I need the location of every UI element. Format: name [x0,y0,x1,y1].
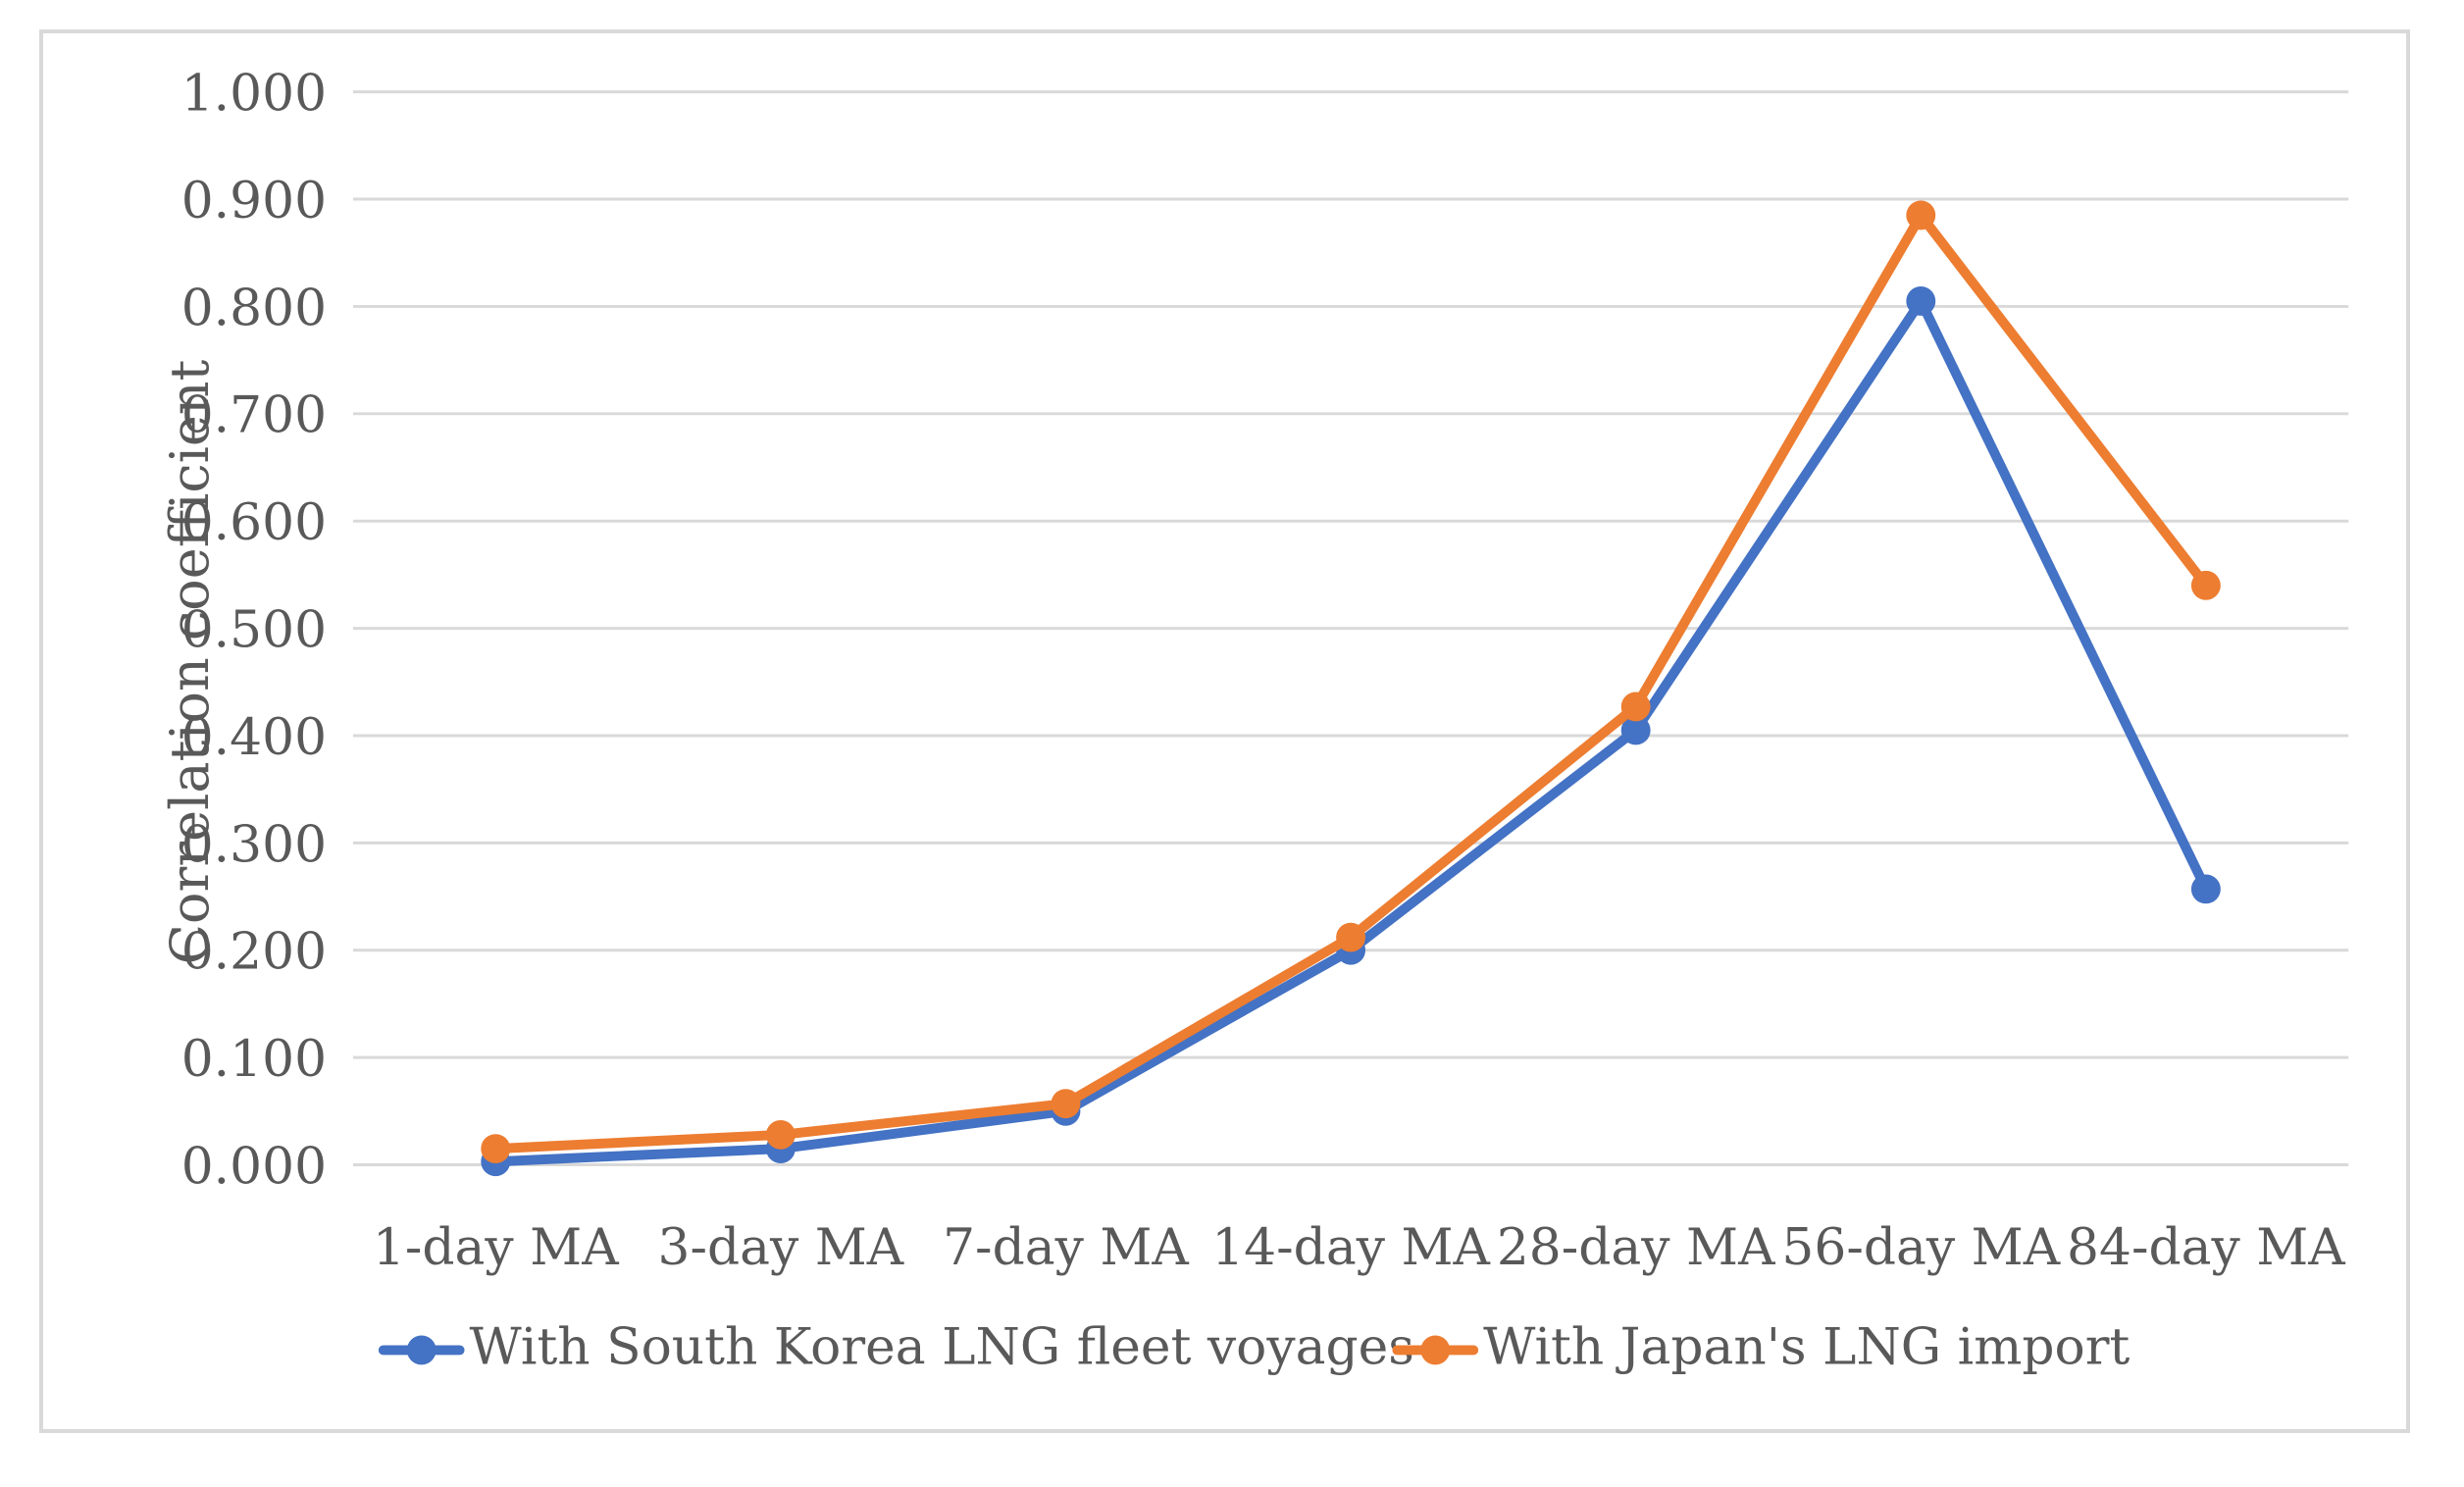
y-tick-label: 0.600 [181,493,327,552]
y-tick-label: 0.700 [181,386,327,445]
correlation-line-chart: 0.000 0.100 0.200 0.300 0.400 0.500 0.600 0.700… [181,65,2349,1376]
data-point-marker [481,1134,511,1164]
y-axis-title: Correlation coefficient [159,359,221,965]
data-point-marker [1336,922,1366,952]
series-south-korea [481,286,2221,1177]
legend-marker-swatch [406,1335,436,1365]
y-tick-label: 0.200 [181,923,327,982]
x-category-label: 56-day MA [1781,1218,2060,1277]
y-tick-label: 0.100 [181,1030,327,1089]
data-point-marker [1620,692,1651,722]
series-line [490,295,2211,1167]
legend-label: With Japan's LNG import [1483,1317,2130,1376]
chart-figure: Correlation coefficient 0.000 0.100 0.200 0… [39,29,2410,1433]
data-point-marker [1906,286,1936,316]
data-point-marker [1906,200,1936,231]
y-tick-label: 0.300 [181,815,327,874]
legend-item: With Japan's LNG import [1392,1317,2130,1376]
y-tick-label: 0.800 [181,279,327,337]
data-point-marker [1620,715,1651,745]
gridlines [352,90,2349,1167]
series-japan [481,200,2221,1164]
y-tick-label: 0.900 [181,172,327,231]
x-category-label: 3-day MA [657,1218,903,1277]
y-axis-tick-labels: 0.000 0.100 0.200 0.300 0.400 0.500 0.600 0.700… [181,65,327,1197]
x-axis-category-labels: 1-day MA 3-day MA 7-day MA 14-day MA 28-day … [373,1218,2345,1277]
legend-label: With South Korea LNG fleet voyages [470,1317,1414,1376]
x-category-label: 14-day MA [1211,1218,1490,1277]
x-category-label: 1-day MA [373,1218,619,1277]
x-category-label: 7-day MA [943,1218,1189,1277]
data-point-marker [2190,570,2221,600]
data-point-marker [1051,1089,1081,1119]
x-category-label: 28-day MA [1497,1218,1775,1277]
y-tick-label: 0.400 [181,708,327,767]
y-tick-label: 1.000 [181,65,327,124]
legend-marker-swatch [1420,1335,1451,1365]
data-point-marker [2190,874,2221,904]
legend-item: With South Korea LNG fleet voyages [378,1317,1414,1376]
x-category-label: 84-day MA [2067,1218,2345,1277]
data-point-marker [765,1119,796,1150]
y-tick-label: 0.000 [181,1137,327,1196]
legend: With South Korea LNG fleet voyages With J… [378,1317,2130,1376]
y-tick-label: 0.500 [181,601,327,660]
